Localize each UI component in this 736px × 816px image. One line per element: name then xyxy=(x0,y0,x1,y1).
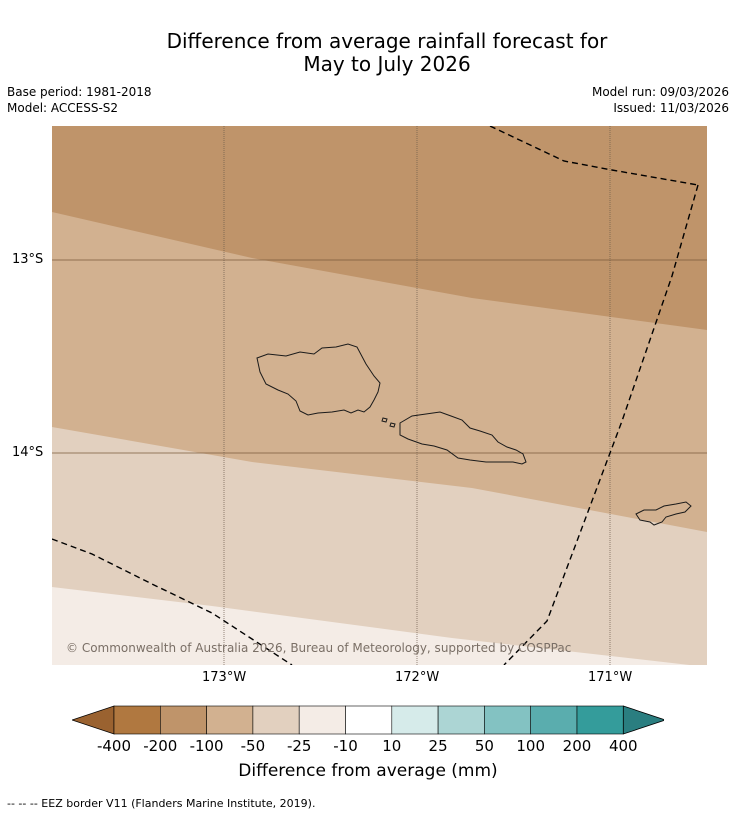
island-savaii xyxy=(256,343,381,416)
meta-left: Base period: 1981-2018 Model: ACCESS-S2 xyxy=(7,84,152,116)
colorbar-tick-label: -100 xyxy=(189,737,224,755)
colorbar-segment xyxy=(530,705,578,735)
lat-label-14s: 14°S xyxy=(12,445,44,460)
colorbar-tick-label: 100 xyxy=(516,737,545,755)
colorbar-extend-low xyxy=(72,705,115,735)
lon-label-171w: 171°W xyxy=(588,670,633,685)
lon-label-172w: 172°W xyxy=(395,670,440,685)
colorbar-tick-label: -200 xyxy=(143,737,178,755)
graticule xyxy=(52,259,707,454)
colorbar-extend-high xyxy=(622,705,664,735)
colorbar-segment xyxy=(484,705,531,735)
model-run: Model run: 09/03/2026 xyxy=(591,85,729,99)
eez-border-north xyxy=(489,126,699,186)
title-line-2: May to July 2026 xyxy=(303,52,471,76)
colorbar-tick-label: 50 xyxy=(474,737,494,755)
colorbar-label: Difference from average (mm) xyxy=(238,761,498,781)
island-upolu xyxy=(399,411,527,465)
colorbar-tick-label: -10 xyxy=(333,737,358,755)
band-minus-25 xyxy=(52,587,707,665)
colorbar-segment xyxy=(345,705,393,735)
colorbar-segment xyxy=(160,705,207,735)
colorbar-segment xyxy=(437,705,485,735)
issued-date: Issued: 11/03/2026 xyxy=(613,101,729,115)
colorbar-tick-label: 400 xyxy=(608,737,638,755)
colorbar-segment xyxy=(298,705,346,735)
colorbar-segment xyxy=(252,705,300,735)
rainfall-map xyxy=(52,126,707,665)
eez-footnote: -- -- -- EEZ border V11 (Flanders Marine… xyxy=(7,797,316,810)
colorbar-tick-label: -400 xyxy=(96,737,132,755)
map-title: Difference from average rainfall forecas… xyxy=(0,30,736,76)
colorbar-tick-label: -25 xyxy=(286,737,312,755)
island-manono xyxy=(381,417,388,423)
copyright-notice: © Commonwealth of Australia 2026, Bureau… xyxy=(66,641,572,655)
model-name: Model: ACCESS-S2 xyxy=(7,101,119,115)
lat-label-13s: 13°S xyxy=(12,252,44,267)
colorbar xyxy=(72,705,664,735)
colorbar-tick-label: -50 xyxy=(240,737,266,755)
base-period: Base period: 1981-2018 xyxy=(7,85,152,99)
island-apolima xyxy=(389,422,396,428)
colorbar-tick-label: 25 xyxy=(428,737,448,755)
colorbar-segment xyxy=(391,705,439,735)
colorbar-segment xyxy=(113,705,161,735)
lon-label-173w: 173°W xyxy=(202,670,247,685)
colorbar-tick-label: 10 xyxy=(382,737,402,755)
eez-border-east xyxy=(503,184,699,665)
title-line-1: Difference from average rainfall forecas… xyxy=(166,29,608,53)
colorbar-segment xyxy=(576,705,624,735)
meta-right: Model run: 09/03/2026 Issued: 11/03/2026 xyxy=(592,84,729,116)
band-minus-50 xyxy=(52,427,707,665)
island-tutuila xyxy=(635,501,692,526)
colorbar-tick-label: 200 xyxy=(562,737,592,755)
colorbar-segment xyxy=(206,705,254,735)
